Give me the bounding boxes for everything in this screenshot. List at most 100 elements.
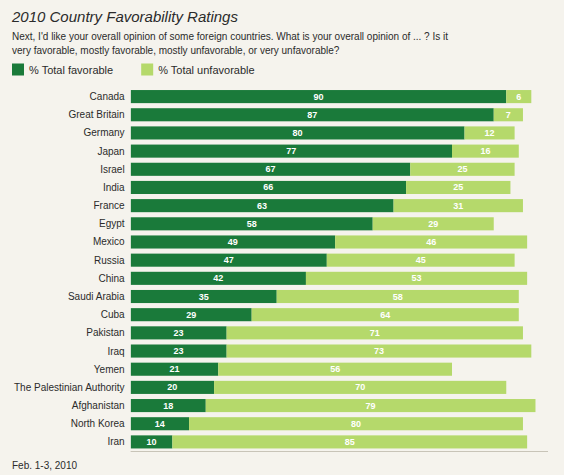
data-label: 73 [374, 346, 384, 356]
bar [131, 326, 227, 339]
bar [410, 163, 514, 176]
bar [189, 417, 523, 430]
data-label: 56 [330, 364, 340, 374]
y-tick-label: Afghanistan [72, 400, 125, 411]
data-label: 23 [174, 346, 184, 356]
data-label: 29 [186, 310, 196, 320]
bar [131, 417, 189, 430]
y-tick-label: North Korea [71, 418, 125, 429]
y-tick-label: Iran [107, 436, 124, 447]
bar [131, 235, 336, 248]
x-axis-line [131, 451, 548, 452]
bar [131, 272, 306, 285]
data-label: 79 [366, 401, 376, 411]
legend-label: % Total unfavorable [158, 64, 254, 76]
data-label: 25 [457, 164, 467, 174]
bar [131, 181, 406, 194]
chart-svg: 2010 Country Favorability Ratings Next, I… [0, 0, 564, 475]
bar [327, 254, 515, 267]
bar [214, 381, 506, 394]
bar [227, 326, 523, 339]
y-tick-label: Great Britain [68, 109, 124, 120]
y-tick-label: Iraq [107, 346, 124, 357]
y-tick-label: Cuba [101, 309, 125, 320]
data-label: 7 [506, 110, 511, 120]
data-label: 85 [345, 437, 355, 447]
bar [465, 126, 515, 139]
bar [131, 199, 394, 212]
data-label: 90 [313, 92, 323, 102]
bar [494, 108, 523, 121]
data-label: 20 [167, 382, 177, 392]
bar [131, 381, 214, 394]
bar [406, 181, 510, 194]
data-label: 10 [146, 437, 156, 447]
bar [131, 217, 373, 230]
bar [131, 145, 452, 158]
y-tick-label: Canada [90, 91, 125, 102]
data-label: 23 [174, 328, 184, 338]
data-label: 35 [199, 292, 209, 302]
data-label: 80 [351, 419, 361, 429]
data-label: 6 [516, 92, 521, 102]
data-label: 66 [263, 182, 273, 192]
bar [277, 290, 519, 303]
data-label: 71 [370, 328, 380, 338]
data-label: 46 [426, 237, 436, 247]
bar [506, 90, 531, 103]
y-tick-label: Germany [84, 127, 125, 138]
y-tick-label: Russia [94, 255, 125, 266]
bar [394, 199, 523, 212]
bar [172, 435, 527, 448]
y-tick-label: Mexico [93, 236, 125, 247]
legend-swatch [141, 64, 153, 76]
bar [227, 344, 532, 357]
bar [452, 145, 519, 158]
bar [131, 363, 219, 376]
data-label: 18 [163, 401, 173, 411]
subtitle: Next, I'd like your overall opinion of s… [12, 31, 448, 56]
data-label: 58 [393, 292, 403, 302]
bars [131, 90, 536, 448]
bar [131, 308, 252, 321]
subtitle-line: Next, I'd like your overall opinion of s… [12, 31, 448, 42]
data-label: 47 [224, 255, 234, 265]
data-label: 64 [380, 310, 390, 320]
data-label: 80 [293, 128, 303, 138]
y-axis: Canada Great Britain Germany Japan Israel Ind… [14, 91, 125, 447]
background [0, 0, 564, 475]
bar [131, 435, 173, 448]
legend-swatch [12, 64, 24, 76]
legend-label: % Total favorable [29, 64, 113, 76]
data-label: 16 [480, 146, 490, 156]
bar [306, 272, 527, 285]
y-tick-label: China [98, 273, 125, 284]
title: 2010 Country Favorability Ratings [11, 8, 238, 25]
y-tick-label: Israel [100, 164, 124, 175]
subtitle-line: very favorable, mostly favorable, mostly… [12, 45, 340, 56]
chart-container: 2010 Country Favorability Ratings Next, I… [0, 0, 564, 475]
data-label: 25 [453, 182, 463, 192]
data-label: 14 [155, 419, 165, 429]
data-labels: 9068778012771667256625633158294946474542… [146, 92, 521, 447]
data-label: 42 [213, 273, 223, 283]
data-label: 63 [257, 201, 267, 211]
bar [131, 163, 411, 176]
y-tick-label: India [103, 182, 125, 193]
data-label: 77 [286, 146, 296, 156]
bar [373, 217, 494, 230]
data-label: 45 [416, 255, 426, 265]
data-label: 67 [265, 164, 275, 174]
bar [335, 235, 527, 248]
bar [131, 344, 227, 357]
bar [131, 126, 465, 139]
y-tick-label: Japan [97, 146, 124, 157]
y-tick-label: France [94, 200, 126, 211]
y-tick-label: Pakistan [86, 327, 124, 338]
y-tick-label: The Palestinian Authority [14, 382, 125, 393]
data-label: 12 [485, 128, 495, 138]
data-label: 53 [412, 273, 422, 283]
data-label: 31 [453, 201, 463, 211]
bar [131, 290, 277, 303]
data-label: 29 [428, 219, 438, 229]
